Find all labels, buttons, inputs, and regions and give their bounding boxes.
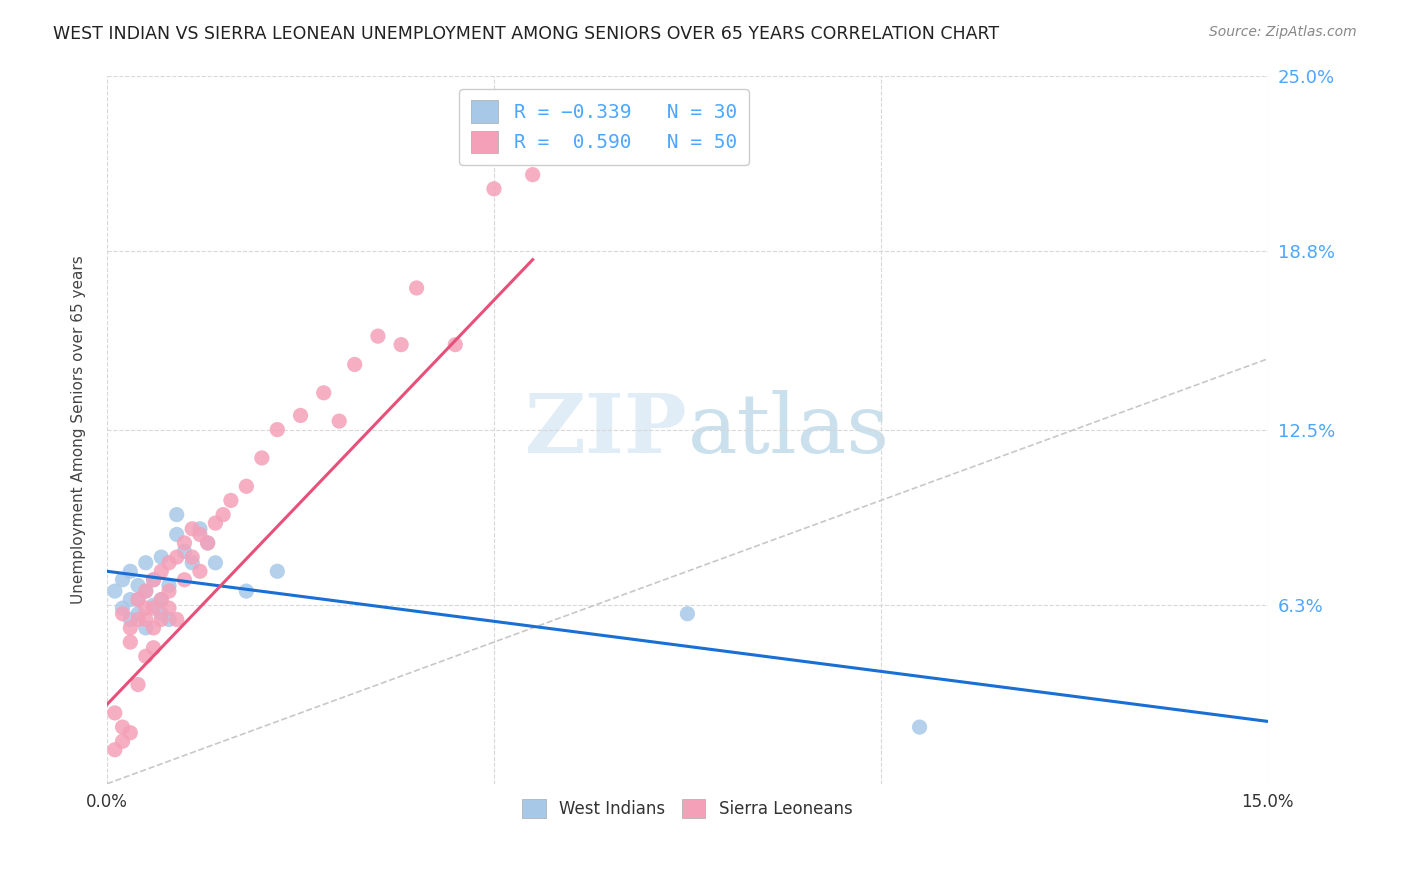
Point (908, 720, 931, 734)
Point (111, 734, 134, 748)
Point (312, 385, 335, 400)
Point (328, 414, 350, 428)
Point (157, 578, 180, 592)
Point (104, 743, 127, 757)
Point (127, 677, 149, 691)
Text: ZIP: ZIP (524, 390, 688, 469)
Point (127, 607, 149, 621)
Point (111, 601, 134, 615)
Point (204, 556, 226, 570)
Point (343, 358, 366, 372)
Legend: West Indians, Sierra Leoneans: West Indians, Sierra Leoneans (516, 792, 859, 825)
Point (104, 706, 127, 720)
Point (367, 329, 389, 343)
Point (166, 508, 188, 522)
Point (188, 564, 211, 578)
Point (150, 592, 173, 607)
Point (104, 584, 127, 599)
Point (135, 556, 157, 570)
Point (111, 607, 134, 621)
Text: atlas: atlas (688, 390, 890, 469)
Text: Source: ZipAtlas.com: Source: ZipAtlas.com (1209, 25, 1357, 39)
Point (111, 573, 134, 587)
Point (405, 281, 427, 295)
Point (389, 337, 412, 351)
Point (120, 725, 142, 739)
Point (235, 479, 257, 493)
Point (250, 450, 273, 465)
Point (157, 601, 180, 615)
Point (188, 527, 211, 541)
Text: WEST INDIAN VS SIERRA LEONEAN UNEMPLOYMENT AMONG SENIORS OVER 65 YEARS CORRELATI: WEST INDIAN VS SIERRA LEONEAN UNEMPLOYME… (53, 25, 1000, 43)
Point (150, 607, 173, 621)
Point (142, 601, 165, 615)
Point (197, 536, 219, 550)
Point (676, 607, 699, 621)
Point (135, 584, 157, 599)
Point (157, 584, 180, 599)
Point (127, 578, 149, 592)
Point (135, 612, 157, 626)
Point (142, 621, 165, 635)
Point (120, 592, 142, 607)
Point (111, 720, 134, 734)
Point (173, 536, 195, 550)
Point (482, 182, 505, 196)
Point (142, 640, 165, 655)
Point (181, 522, 204, 536)
Point (142, 599, 165, 613)
Point (204, 516, 226, 530)
Point (219, 493, 242, 508)
Point (127, 592, 149, 607)
Point (235, 584, 257, 599)
Point (120, 621, 142, 635)
Point (166, 527, 188, 541)
Y-axis label: Unemployment Among Seniors over 65 years: Unemployment Among Seniors over 65 years (72, 255, 86, 604)
Point (150, 592, 173, 607)
Point (120, 564, 142, 578)
Point (157, 556, 180, 570)
Point (197, 536, 219, 550)
Point (127, 592, 149, 607)
Point (135, 621, 157, 635)
Point (142, 573, 165, 587)
Point (173, 544, 195, 558)
Point (266, 423, 288, 437)
Point (188, 522, 211, 536)
Point (135, 649, 157, 664)
Point (142, 573, 165, 587)
Point (166, 550, 188, 565)
Point (150, 550, 173, 565)
Point (444, 337, 467, 351)
Point (157, 612, 180, 626)
Point (120, 612, 142, 626)
Point (522, 168, 544, 182)
Point (135, 584, 157, 599)
Point (181, 550, 204, 565)
Point (166, 612, 188, 626)
Point (150, 612, 173, 626)
Point (212, 508, 235, 522)
Point (181, 556, 204, 570)
Point (127, 612, 149, 626)
Point (120, 635, 142, 649)
Point (173, 573, 195, 587)
Point (290, 409, 312, 423)
Point (135, 601, 157, 615)
Point (266, 564, 288, 578)
Point (150, 564, 173, 578)
